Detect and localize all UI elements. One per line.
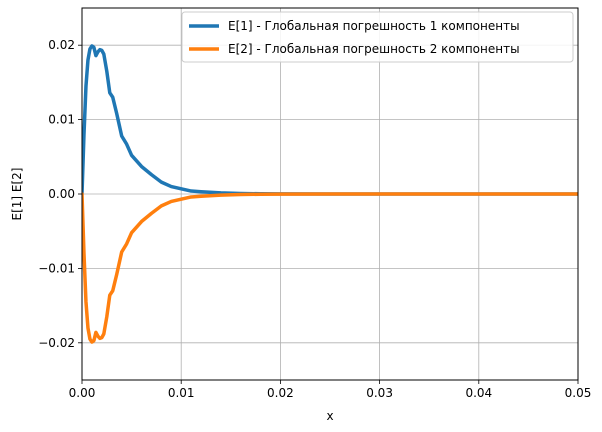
x-tick-label: 0.01 bbox=[168, 386, 195, 400]
series-layer bbox=[82, 44, 578, 344]
x-tick-label: 0.05 bbox=[565, 386, 592, 400]
y-axis-label: E[1] E[2] bbox=[10, 168, 24, 221]
x-tick-label: 0.02 bbox=[267, 386, 294, 400]
series-line-e2 bbox=[82, 192, 578, 344]
x-tick-label: 0.00 bbox=[69, 386, 96, 400]
legend-label-e2: E[2] - Глобальная погрешность 2 компонен… bbox=[228, 42, 520, 56]
legend: E[1] - Глобальная погрешность 1 компонен… bbox=[181, 11, 574, 63]
legend-box bbox=[181, 11, 574, 63]
x-tick-label: 0.03 bbox=[366, 386, 393, 400]
x-axis-label: x bbox=[326, 409, 333, 423]
axis-ticks: 0.00 0.01 0.02 0.03 0.04 0.05 −0.02 −0.01 0.00 0.… bbox=[38, 38, 591, 400]
y-tick-label: −0.01 bbox=[38, 261, 75, 275]
y-tick-label: 0.00 bbox=[48, 187, 75, 201]
y-tick-label: 0.02 bbox=[48, 38, 75, 52]
y-tick-label: 0.01 bbox=[48, 113, 75, 127]
legend-label-e1: E[1] - Глобальная погрешность 1 компонен… bbox=[228, 19, 520, 33]
x-tick-label: 0.04 bbox=[465, 386, 492, 400]
y-tick-label: −0.02 bbox=[38, 336, 75, 350]
